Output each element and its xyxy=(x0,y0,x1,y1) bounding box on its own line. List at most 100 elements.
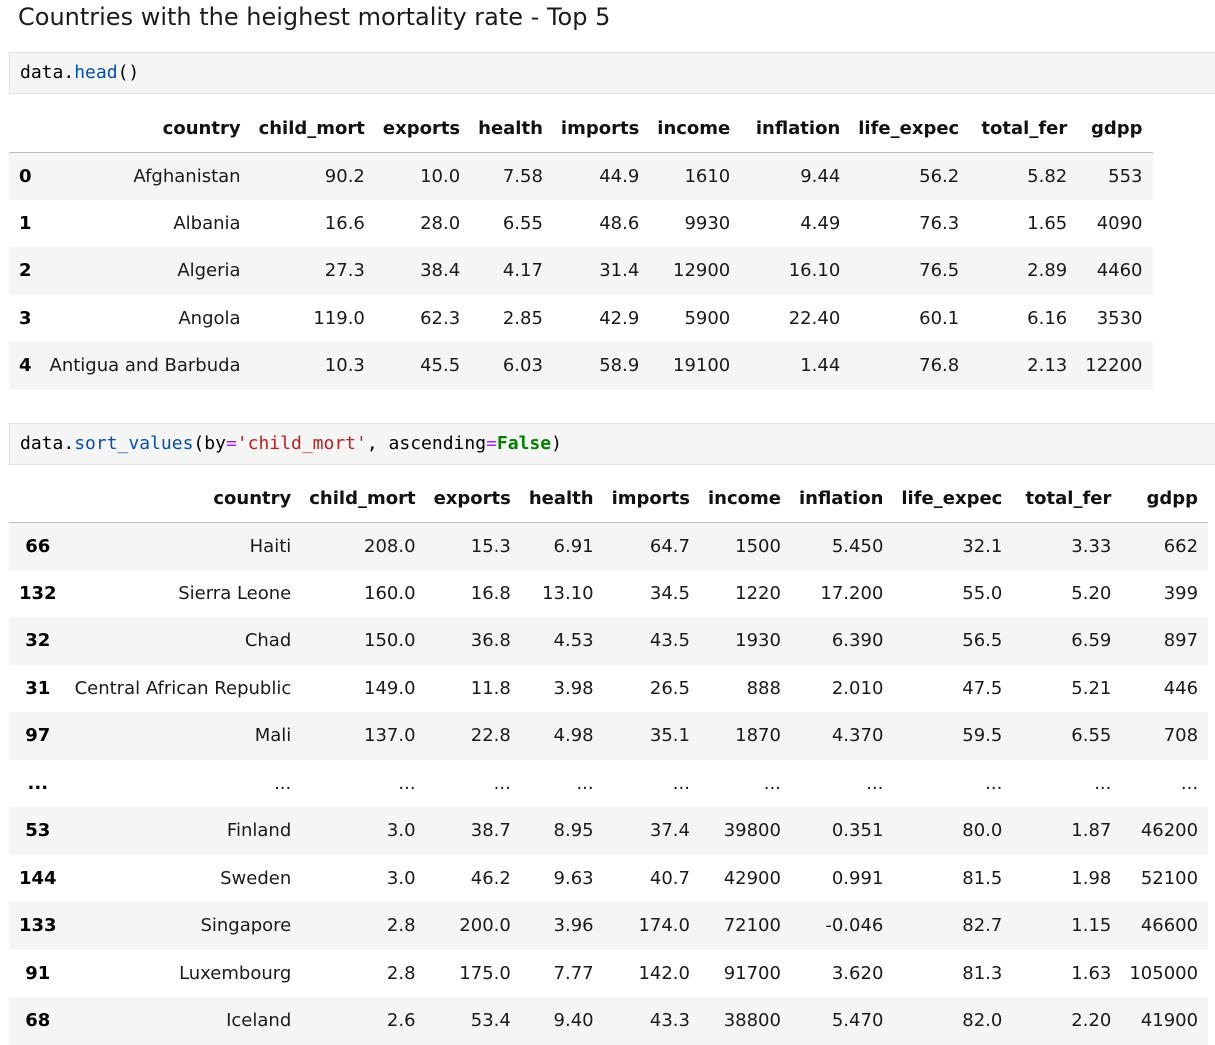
cell-inflation: 5.470 xyxy=(831,1010,884,1032)
cell-gdpp: 52100 xyxy=(1140,867,1199,889)
cell-exports: 16.8 xyxy=(470,582,511,604)
cell-total-fer: 2.13 xyxy=(1027,355,1068,377)
cell-inflation: 6.390 xyxy=(831,630,884,652)
table-row: 97 Mali 137.0 22.8 4.98 35.1 1870 4.370 59.5 6.55… xyxy=(9,712,1209,760)
cell-inflation: 22.40 xyxy=(788,307,841,329)
cell-country: Albania xyxy=(173,212,241,234)
column-header-imports: imports xyxy=(552,105,650,153)
row-index: 68 xyxy=(25,1010,51,1032)
cell-imports: 64.7 xyxy=(649,535,690,557)
cell-country: Iceland xyxy=(226,1010,292,1032)
cell-child-mort: 27.3 xyxy=(324,260,365,282)
table-row: 1 Albania 16.6 28.0 6.55 48.6 9930 4.49 76.3 1.65… xyxy=(9,199,1153,247)
column-header-child-mort: child_mort xyxy=(301,476,426,523)
cell-health: 2.85 xyxy=(502,307,543,329)
cell-country: Haiti xyxy=(249,535,292,557)
cell-health: 13.10 xyxy=(542,582,594,604)
cell-country: Afghanistan xyxy=(133,165,241,187)
code-dot: . xyxy=(63,62,75,83)
cell-life-expec: 59.5 xyxy=(962,725,1003,747)
column-header-gdpp: gdpp xyxy=(1121,476,1209,523)
code-cell-sort[interactable]: data.sort_values(by='child_mort', ascend… xyxy=(9,423,1215,465)
cell-country: Singapore xyxy=(200,915,292,937)
table-row: 68 Iceland 2.6 53.4 9.40 43.3 38800 5.470 82.0 2.… xyxy=(9,997,1209,1045)
row-index: 32 xyxy=(25,630,51,652)
cell-income: 1500 xyxy=(735,535,781,557)
cell-total-fer: 1.65 xyxy=(1027,212,1068,234)
cell-country: ... xyxy=(274,772,292,794)
cell-child-mort: 2.6 xyxy=(386,1010,416,1032)
cell-income: 38800 xyxy=(723,1010,781,1032)
table-row: 132 Sierra Leone 160.0 16.8 13.10 34.5 1220 17.… xyxy=(9,569,1209,617)
cell-gdpp: 708 xyxy=(1163,725,1199,747)
column-header-imports: imports xyxy=(603,476,700,523)
code-var: data xyxy=(20,62,64,83)
column-header-gdpp: gdpp xyxy=(1077,105,1153,153)
cell-inflation: 0.351 xyxy=(831,820,884,842)
row-index: 2 xyxy=(19,260,32,282)
cell-inflation: 4.370 xyxy=(831,725,884,747)
cell-income: 91700 xyxy=(723,962,781,984)
cell-gdpp: 41900 xyxy=(1140,1010,1199,1032)
row-index: 0 xyxy=(19,165,32,187)
cell-exports: ... xyxy=(493,772,511,794)
cell-imports: 142.0 xyxy=(638,962,690,984)
row-index: 133 xyxy=(19,915,57,937)
cell-imports: 42.9 xyxy=(599,307,640,329)
row-index: 66 xyxy=(25,535,51,557)
cell-income: 9930 xyxy=(684,212,731,234)
cell-imports: 43.5 xyxy=(649,630,690,652)
cell-life-expec: 81.5 xyxy=(962,867,1003,889)
cell-exports: 11.8 xyxy=(470,677,511,699)
cell-exports: 10.0 xyxy=(420,165,461,187)
cell-total-fer: 1.15 xyxy=(1071,915,1112,937)
cell-health: 6.55 xyxy=(502,212,543,234)
cell-inflation: 2.010 xyxy=(831,677,884,699)
cell-gdpp: 12200 xyxy=(1085,355,1143,377)
cell-exports: 38.7 xyxy=(470,820,511,842)
cell-total-fer: 1.98 xyxy=(1071,867,1112,889)
code-string: 'child_mort' xyxy=(236,433,367,454)
table-row: 31 Central African Republic 149.0 11.8 3.98 2… xyxy=(9,664,1209,712)
cell-exports: 38.4 xyxy=(420,260,461,282)
table-row: 66 Haiti 208.0 15.3 6.91 64.7 1500 5.450 32.1 3.3… xyxy=(9,522,1209,570)
cell-health: 9.63 xyxy=(553,867,594,889)
cell-total-fer: 1.87 xyxy=(1071,820,1112,842)
cell-imports: 43.3 xyxy=(649,1010,690,1032)
cell-child-mort: ... xyxy=(398,772,416,794)
cell-country: Central African Republic xyxy=(74,677,292,699)
cell-income: ... xyxy=(763,772,781,794)
cell-gdpp: 897 xyxy=(1163,630,1199,652)
cell-total-fer: 5.20 xyxy=(1071,582,1112,604)
code-equals: = xyxy=(486,433,497,454)
cell-health: 7.58 xyxy=(502,165,543,187)
code-method: sort_values xyxy=(74,433,194,454)
table-row: 144 Sweden 3.0 46.2 9.63 40.7 42900 0.991 81.5 1.… xyxy=(9,854,1209,902)
dataframe-sorted-table: country child_mort exports health imports inc… xyxy=(9,476,1209,1045)
cell-child-mort: 2.8 xyxy=(386,915,416,937)
table-row: 32 Chad 150.0 36.8 4.53 43.5 1930 6.390 56.5 6.59… xyxy=(9,617,1209,665)
cell-imports: 26.5 xyxy=(649,677,690,699)
cell-life-expec: 80.0 xyxy=(962,820,1003,842)
cell-total-fer: 5.82 xyxy=(1027,165,1068,187)
row-index: 97 xyxy=(25,725,51,747)
cell-life-expec: 56.2 xyxy=(919,165,960,187)
cell-inflation: 16.10 xyxy=(788,260,841,282)
table-row: 133 Singapore 2.8 200.0 3.96 174.0 72100 -0.046… xyxy=(9,902,1209,950)
cell-exports: 62.3 xyxy=(420,307,461,329)
cell-inflation: 0.991 xyxy=(831,867,884,889)
cell-child-mort: 3.0 xyxy=(386,867,416,889)
cell-child-mort: 3.0 xyxy=(386,820,416,842)
code-var: data xyxy=(20,433,64,454)
cell-inflation: 17.200 xyxy=(820,582,884,604)
cell-child-mort: 16.6 xyxy=(324,212,365,234)
cell-life-expec: ... xyxy=(985,772,1003,794)
code-cell-head[interactable]: data.head() xyxy=(9,52,1215,94)
cell-inflation: 5.450 xyxy=(831,535,884,557)
cell-exports: 175.0 xyxy=(459,962,511,984)
cell-exports: 53.4 xyxy=(470,1010,511,1032)
row-index: 31 xyxy=(25,677,51,699)
dataframe-head-table: country child_mort exports health imports inc… xyxy=(9,105,1153,390)
cell-total-fer: 2.89 xyxy=(1027,260,1068,282)
cell-life-expec: 56.5 xyxy=(962,630,1003,652)
